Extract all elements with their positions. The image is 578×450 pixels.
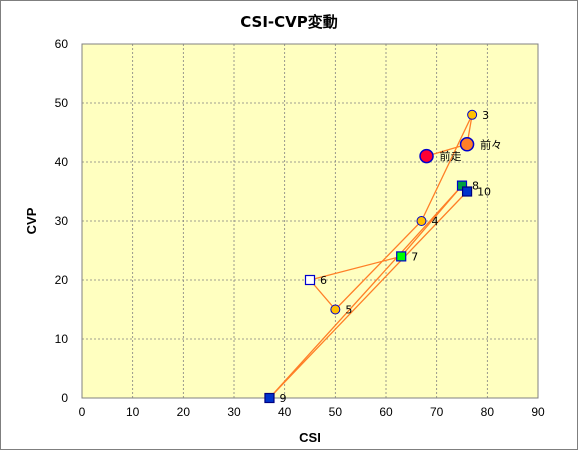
y-tick-label: 30 [55, 214, 69, 228]
point-label-8: 8 [472, 180, 479, 193]
x-tick-label: 90 [531, 405, 545, 419]
data-point-4 [416, 216, 427, 226]
x-tick-label: 60 [379, 405, 393, 419]
point-labels: 前走 前々 3 4 5 6 7 8 9 10 [279, 109, 502, 405]
point-label-3: 3 [482, 109, 489, 122]
trajectory-line [268, 114, 473, 399]
data-point-6 [304, 274, 316, 286]
y-tick-label: 10 [55, 332, 69, 346]
data-point-5 [330, 304, 341, 315]
data-point-9 [264, 392, 275, 404]
x-tick-label: 0 [79, 405, 86, 419]
y-tick-label: 20 [55, 273, 69, 287]
y-tick-label: 50 [55, 96, 69, 110]
data-point-10 [461, 186, 473, 197]
point-label-4: 4 [431, 215, 438, 228]
data-point-7 [396, 251, 407, 262]
y-tick-label: 60 [55, 37, 69, 51]
data-point-前走 [419, 148, 434, 164]
data-point-3 [467, 109, 478, 120]
x-tick-label: 10 [126, 405, 140, 419]
point-label-5: 5 [345, 304, 352, 317]
y-axis-label: CVP [24, 207, 39, 234]
point-label-前々: 前々 [480, 137, 502, 151]
y-axis-ticks: 0 10 20 30 40 50 60 [55, 37, 69, 405]
point-label-7: 7 [411, 250, 418, 263]
data-points [264, 109, 478, 404]
x-axis-ticks: 0 10 20 30 40 50 60 70 80 90 [79, 405, 545, 419]
y-tick-label: 40 [55, 155, 69, 169]
point-label-10: 10 [477, 186, 491, 199]
x-tick-label: 40 [278, 405, 292, 419]
plot-border [81, 43, 539, 399]
x-axis-label: CSI [299, 430, 321, 445]
x-tick-label: 30 [227, 405, 241, 419]
x-tick-label: 70 [430, 405, 444, 419]
chart-title: CSI-CVP変動 [240, 13, 338, 31]
data-point-前々 [459, 137, 475, 152]
x-tick-label: 80 [481, 405, 495, 419]
point-label-6: 6 [320, 274, 327, 287]
point-label-前走: 前走 [440, 149, 462, 163]
point-label-9: 9 [279, 392, 286, 405]
x-tick-label: 20 [177, 405, 191, 419]
y-tick-label: 0 [61, 391, 68, 405]
x-tick-label: 50 [329, 405, 343, 419]
